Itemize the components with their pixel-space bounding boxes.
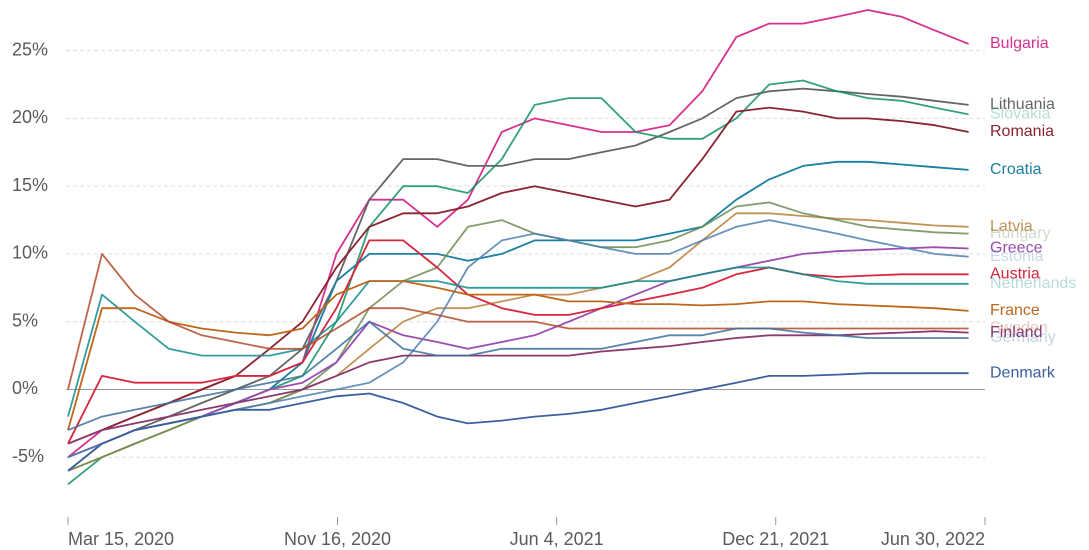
series-line xyxy=(67,239,969,445)
x-tick-label: Nov 16, 2020 xyxy=(284,529,391,549)
y-tick-label: 0% xyxy=(12,378,38,398)
series-line xyxy=(67,106,969,445)
x-tick-label: Jun 30, 2022 xyxy=(881,529,985,549)
legend-label: Denmark xyxy=(990,364,1056,381)
legend-label: Germany xyxy=(990,329,1056,346)
legend-label: Romania xyxy=(990,123,1054,140)
x-tick-label: Mar 15, 2020 xyxy=(68,529,174,549)
y-tick-label: 10% xyxy=(12,243,48,263)
series-line xyxy=(67,372,969,472)
series-line xyxy=(67,280,969,431)
series-line xyxy=(67,87,969,472)
legend-label: Lithuania xyxy=(990,96,1055,113)
legend-label: France xyxy=(990,302,1040,319)
series-line xyxy=(67,79,969,486)
series-line xyxy=(67,320,969,431)
series-line xyxy=(67,246,969,459)
legend-label: Estonia xyxy=(990,248,1043,265)
legend-label: Greece xyxy=(990,240,1043,257)
y-tick-label: 5% xyxy=(12,310,38,330)
series-line xyxy=(67,201,969,472)
y-tick-label: -5% xyxy=(12,446,44,466)
legend-label: Croatia xyxy=(990,161,1042,178)
series-line xyxy=(67,330,969,445)
legend-label: Sweden xyxy=(990,320,1048,337)
legend-label: Slovakia xyxy=(990,106,1051,123)
y-tick-label: 20% xyxy=(12,107,48,127)
series-line xyxy=(67,160,969,459)
legend-label: Finland xyxy=(990,324,1042,341)
legend-label: Latvia xyxy=(990,218,1033,235)
series-line xyxy=(67,253,969,390)
y-tick-label: 15% xyxy=(12,175,48,195)
y-tick-label: 25% xyxy=(12,39,48,59)
legend-label: Bulgaria xyxy=(990,35,1049,52)
x-tick-label: Jun 4, 2021 xyxy=(510,529,604,549)
legend-label: Austria xyxy=(990,265,1040,282)
legend-label: Hungary xyxy=(990,225,1050,242)
series-line xyxy=(67,266,969,417)
x-tick-label: Dec 21, 2021 xyxy=(722,529,829,549)
legend-label: Netherlands xyxy=(990,275,1076,292)
